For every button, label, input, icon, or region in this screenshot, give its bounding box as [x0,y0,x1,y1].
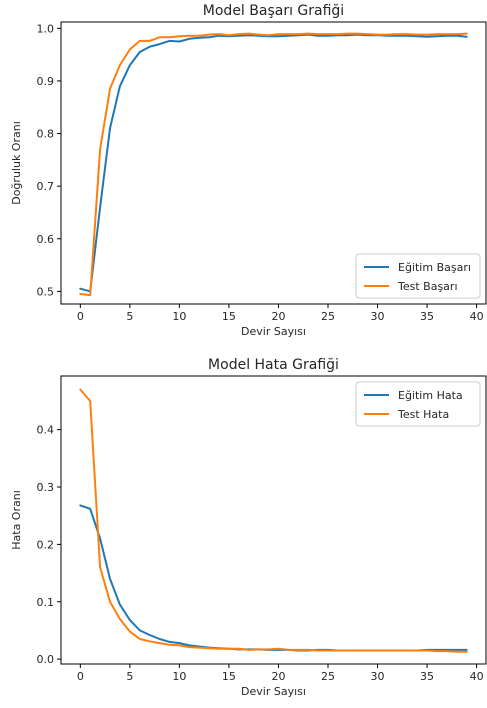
x-tick-label: 30 [371,670,385,683]
x-tick-label: 0 [77,670,84,683]
x-tick-label: 5 [126,670,133,683]
y-tick-label: 0.3 [37,481,55,494]
y-axis-label: Doğruluk Oranı [10,121,23,205]
x-tick-label: 5 [126,310,133,323]
x-tick-label: 35 [420,670,434,683]
plot-frame [60,21,487,305]
y-tick-label: 0.0 [37,653,55,666]
x-axis-label: Devir Sayısı [241,685,306,698]
x-tick-label: 10 [172,670,186,683]
x-tick-label: 15 [222,310,236,323]
y-tick-label: 0.4 [37,424,55,437]
x-tick-label: 10 [172,310,186,323]
x-tick-label: 15 [222,670,236,683]
loss-chart: Model Hata Grafiği 0 5 10 15 20 25 30 35 40 0.0 0.1… [10,357,487,698]
y-tick-label: 0.8 [37,128,55,141]
legend: Eğitim Hata Test Hata [355,381,481,427]
chart-title: Model Başarı Grafiği [203,3,344,19]
x-tick-label: 35 [420,310,434,323]
x-tick-label: 0 [77,310,84,323]
legend: Eğitim Başarı Test Başarı [355,253,481,299]
series-line-2 [79,388,468,653]
x-tick-label: 25 [321,310,335,323]
x-tick-label: 20 [271,670,285,683]
series-line-1 [79,33,468,293]
legend-label-1: Eğitim Hata [398,389,463,402]
x-tick-label: 25 [321,670,335,683]
y-axis-label: Hata Oranı [10,490,23,550]
x-axis-label: Devir Sayısı [241,325,306,338]
series-line-2 [79,32,468,297]
y-tick-label: 1.0 [37,22,55,35]
y-tick-label: 0.7 [37,180,55,193]
y-tick-label: 0.9 [37,75,55,88]
chart-title: Model Hata Grafiği [208,357,339,373]
x-tick-label: 40 [470,670,484,683]
legend-label-1: Eğitim Başarı [398,261,471,274]
y-tick-label: 0.1 [37,596,55,609]
y-tick-label: 0.6 [37,233,55,246]
accuracy-chart: Model Başarı Grafiği 0 5 10 15 20 25 30 35 40 0.5 0… [10,3,487,338]
series-line-1 [79,504,468,652]
legend-label-2: Test Başarı [397,280,458,293]
x-tick-label: 20 [271,310,285,323]
x-tick-label: 40 [470,310,484,323]
y-tick-label: 0.5 [37,285,55,298]
y-tick-label: 0.2 [37,538,55,551]
x-tick-label: 30 [371,310,385,323]
plot-frame [60,375,487,665]
legend-label-2: Test Hata [397,408,449,421]
